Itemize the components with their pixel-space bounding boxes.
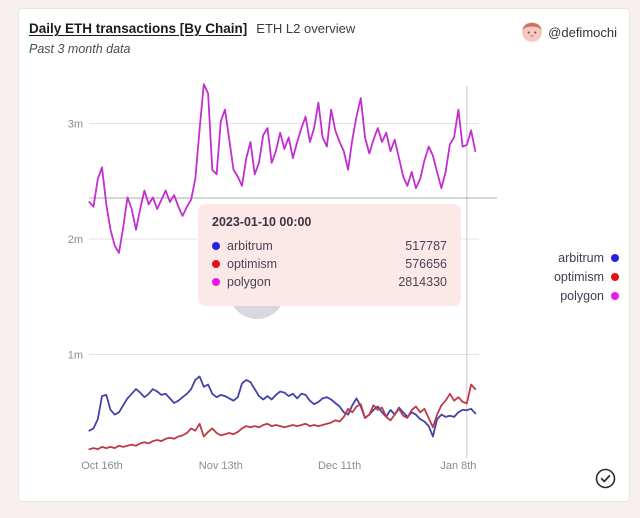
tooltip-series-name: arbitrum (227, 239, 273, 253)
y-tick-label: 1m (68, 350, 83, 362)
hover-tooltip: 2023-01-10 00:00 arbitrum 517787 optimism 5… (198, 204, 461, 306)
page-title[interactable]: Daily ETH transactions [By Chain] (29, 21, 248, 36)
legend-label: polygon (560, 288, 604, 303)
check-circle-icon[interactable] (595, 468, 616, 489)
tooltip-date: 2023-01-10 00:00 (212, 215, 312, 229)
legend-label: arbitrum (558, 250, 604, 265)
legend-item-arbitrum[interactable]: arbitrum (554, 248, 619, 267)
tooltip-row-optimism: optimism 576656 (212, 255, 447, 273)
x-tick-label: Jan 8th (440, 460, 476, 472)
author-handle[interactable]: @defimochi (548, 24, 617, 40)
legend-label: optimism (553, 269, 604, 284)
series-line-polygon[interactable] (88, 83, 477, 254)
arbitrum-dot-icon (611, 253, 619, 262)
y-tick-label: 2m (68, 234, 83, 246)
polygon-dot-icon (611, 291, 619, 300)
tooltip-series-name: optimism (227, 257, 278, 271)
line-chart[interactable]: 1m 2m 3m Oct 16th Nov 13th Dec 11th Jan 8th (19, 9, 631, 503)
tooltip-row-polygon: polygon 2814330 (212, 273, 447, 291)
legend-item-optimism[interactable]: optimism (554, 267, 619, 286)
mochi-face-avatar (522, 22, 543, 42)
legend-item-polygon[interactable]: polygon (554, 286, 619, 305)
series-line-optimism[interactable] (88, 383, 477, 451)
author: @defimochi (522, 22, 617, 42)
x-tick-label: Oct 16th (81, 460, 123, 472)
tooltip-series-value: 576656 (405, 257, 447, 271)
card-header: Daily ETH transactions [By Chain] ETH L2… (29, 21, 619, 61)
polygon-dot-icon (212, 278, 220, 286)
optimism-dot-icon (611, 272, 619, 281)
optimism-dot-icon (212, 260, 220, 268)
arbitrum-dot-icon (212, 242, 220, 250)
chart-legend: arbitrum optimism polygon (554, 248, 619, 305)
x-tick-label: Dec 11th (318, 460, 361, 472)
x-tick-label: Nov 13th (199, 460, 243, 472)
tooltip-series-value: 517787 (405, 239, 447, 253)
y-tick-label: 3m (68, 119, 83, 131)
tooltip-series-name: polygon (227, 275, 271, 289)
tooltip-row-arbitrum: arbitrum 517787 (212, 237, 447, 255)
subtitle: Past 3 month data (29, 42, 131, 56)
title-suffix: ETH L2 overview (256, 21, 356, 36)
chart-card: Daily ETH transactions [By Chain] ETH L2… (18, 8, 630, 502)
tooltip-series-value: 2814330 (398, 275, 447, 289)
